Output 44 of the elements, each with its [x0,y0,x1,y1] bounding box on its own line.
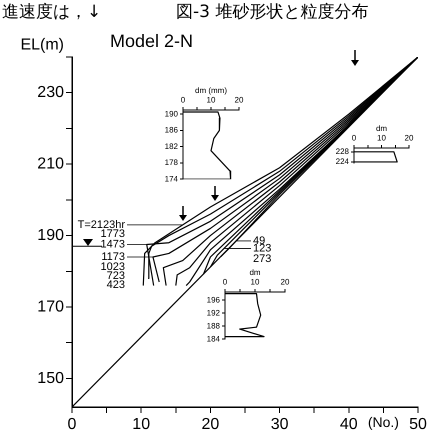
x-axis-title: (No.) [368,414,399,430]
x-axis-title: dm [249,268,261,278]
x-tick-label: 20 [234,95,244,104]
x-tick-label: 10 [250,277,260,286]
y-tick-label: 184 [206,334,221,344]
text: 進速度は，↓ [2,2,102,22]
y-tick-label: 192 [206,308,221,318]
x-tick-label: 0 [222,277,228,286]
annotation: 1473 [100,238,125,251]
y-tick-label: 210 [37,156,64,173]
y-axis-title: EL(m) [20,36,64,54]
annotation: 1173 [101,251,125,264]
y-tick-label: 178 [164,158,179,168]
x-tick-label: 0 [68,416,77,432]
y-tick-label: 230 [37,84,64,102]
x-tick-label: 10 [206,95,216,104]
y-tick-label: 190 [164,109,179,118]
x-tick-label: 0 [180,95,186,104]
y-tick-label: 228 [336,147,350,156]
y-tick-label: 224 [336,157,350,166]
x-axis-title: dm (mm) [195,86,228,96]
x-tick-label: 10 [132,416,150,432]
x-tick-label: 40 [340,416,358,432]
chart-title: 図-3 堆砂形状と粒度分布 [176,2,368,22]
y-tick-label: 174 [164,174,179,184]
annotation: 1773 [100,228,125,240]
x-axis-title: dm [376,124,388,134]
y-tick-label: 196 [206,295,221,304]
y-tick-label: 170 [37,298,64,316]
x-tick-label: 30 [270,416,289,432]
y-tick-label: 186 [164,126,179,135]
annotation: 273 [253,253,272,265]
x-tick-label: 20 [280,277,290,286]
x-tick-label: 0 [352,133,357,142]
annotation: 423 [106,279,125,291]
y-tick-label: 188 [206,321,221,330]
x-tick-label: 10 [377,133,386,142]
x-tick-label: 20 [202,416,220,432]
y-tick-label: 190 [37,226,64,244]
x-tick-label: 20 [404,133,414,142]
chart-subtitle: Model 2-N [110,31,194,51]
x-tick-label: 50 [409,416,427,432]
y-tick-label: 182 [164,142,179,151]
y-tick-label: 150 [37,370,64,387]
